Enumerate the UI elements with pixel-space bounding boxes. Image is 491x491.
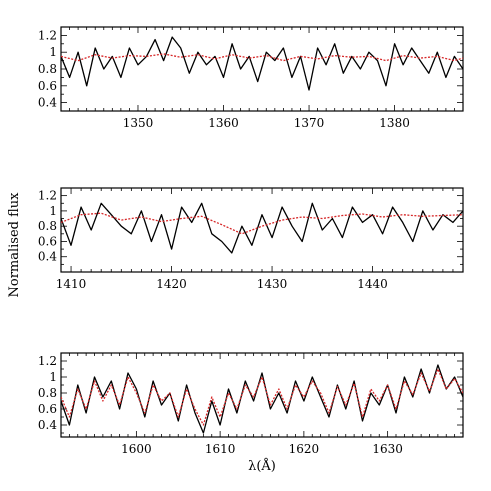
y-tick-label: 1.2 — [38, 354, 57, 368]
x-tick-label: 1630 — [372, 442, 403, 456]
y-tick-label: 0.6 — [38, 402, 57, 416]
x-tick-label: 1380 — [379, 116, 410, 130]
x-tick-label: 1360 — [208, 116, 239, 130]
panel-frame — [60, 187, 464, 273]
y-tick-label: 0.4 — [38, 96, 57, 110]
y-axis-label: Normalised flux — [7, 192, 22, 298]
panel-2: 1410 1420 1430 1440 0.4 0.60.811.2 — [38, 187, 464, 291]
x-tick-label: 1620 — [289, 442, 320, 456]
y-tick-label: 1 — [49, 370, 57, 384]
y-tick-label: 1 — [49, 45, 57, 59]
model-spectrum-line — [61, 368, 463, 426]
x-tick-label: 1420 — [156, 277, 187, 291]
x-tick-label: 1370 — [294, 116, 325, 130]
y-tick-label: 0.8 — [38, 219, 57, 233]
y-tick-label: 0.6 — [38, 234, 57, 248]
y-tick-label: 1.2 — [38, 28, 57, 42]
y-tick-label: 0.8 — [38, 386, 57, 400]
x-tick-label: 1350 — [123, 116, 154, 130]
y-tick-label: 1 — [49, 204, 57, 218]
y-tick-label: 1.2 — [38, 189, 57, 203]
model-spectrum-line — [61, 53, 463, 62]
panel-3: 1600 1610 1620 1630 0.4 0.6 0.8 1 1.2 — [38, 352, 464, 456]
x-tick-label: 1600 — [121, 442, 152, 456]
x-tick-label: 1440 — [357, 277, 388, 291]
x-tick-label: 1410 — [56, 277, 87, 291]
y-tick-label: 0.4 — [38, 418, 57, 432]
y-tick-label: 0.4 — [38, 250, 57, 264]
observed-spectrum-line — [61, 36, 463, 91]
observed-spectrum-line — [61, 202, 463, 254]
panel-frame — [60, 352, 464, 438]
x-axis-label: λ(Å) — [248, 458, 276, 474]
observed-spectrum-line — [61, 364, 463, 434]
x-tick-label: 1610 — [205, 442, 236, 456]
x-tick-label: 1430 — [257, 277, 288, 291]
panel-1: 1350 1360 1370 1380 0.4 0.6 0.8 1 1.2 — [38, 26, 464, 130]
y-tick-label: 0.8 — [38, 62, 57, 76]
y-tick-label: 0.6 — [38, 79, 57, 93]
